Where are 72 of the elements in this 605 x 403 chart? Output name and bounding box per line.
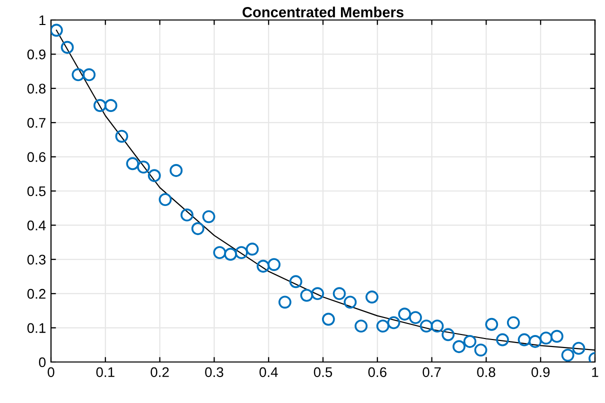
point xyxy=(540,332,552,345)
point xyxy=(268,258,280,271)
x-tick-label: 0.7 xyxy=(422,367,441,378)
point xyxy=(442,328,455,342)
point xyxy=(506,316,520,330)
point xyxy=(72,68,85,82)
x-tick-label: 0.8 xyxy=(477,367,496,378)
point xyxy=(115,130,128,143)
point xyxy=(158,193,172,206)
point xyxy=(256,260,270,273)
point xyxy=(148,169,161,182)
point xyxy=(409,311,422,324)
point xyxy=(496,333,509,346)
point xyxy=(60,40,74,54)
point xyxy=(246,242,259,256)
x-tick-label: 0.6 xyxy=(368,367,386,378)
y-tick-label: 0.5 xyxy=(27,186,46,196)
x-tick-label: 0.9 xyxy=(531,367,550,378)
point xyxy=(572,342,586,355)
point xyxy=(550,330,564,343)
y-tick-label: 0.9 xyxy=(27,50,46,60)
point xyxy=(528,335,542,348)
point xyxy=(202,210,216,224)
point xyxy=(300,288,314,302)
point xyxy=(104,99,118,112)
chart-title: Concentrated Members xyxy=(242,6,404,18)
point xyxy=(485,318,498,331)
point xyxy=(224,248,237,261)
x-tick-label: 0.4 xyxy=(259,367,278,378)
x-tick-label: 0.3 xyxy=(205,367,224,378)
x-tick-label: 1 xyxy=(592,367,598,377)
y-tick-label: 0.1 xyxy=(27,323,46,333)
point xyxy=(126,157,140,170)
point xyxy=(332,287,346,300)
point xyxy=(430,320,444,333)
point xyxy=(278,296,292,309)
point xyxy=(366,290,378,304)
point xyxy=(398,308,412,321)
point xyxy=(387,316,400,330)
point xyxy=(344,296,357,309)
y-tick-label: 0.2 xyxy=(27,288,46,299)
point xyxy=(561,348,574,362)
x-tick-label: 0.5 xyxy=(314,367,332,378)
y-tick-label: 0.3 xyxy=(27,254,46,265)
point xyxy=(137,160,150,174)
point xyxy=(518,333,531,346)
point xyxy=(420,320,433,333)
point xyxy=(322,312,335,326)
point xyxy=(474,344,488,356)
point xyxy=(354,320,368,333)
point xyxy=(289,275,302,288)
point xyxy=(311,287,324,300)
point xyxy=(191,222,204,236)
y-tick-label: 1 xyxy=(39,15,46,26)
point xyxy=(180,208,194,222)
y-tick-label: 0.7 xyxy=(27,118,46,128)
point xyxy=(94,99,106,112)
point xyxy=(82,68,96,82)
point xyxy=(51,24,63,37)
x-tick-label: 0 xyxy=(48,367,54,378)
y-tick-label: 0 xyxy=(38,357,46,368)
x-tick-label: 0.2 xyxy=(150,367,169,378)
x-tick-label: 0.1 xyxy=(96,367,114,378)
y-tick-label: 0.6 xyxy=(27,152,46,162)
y-tick-label: 0.4 xyxy=(27,220,46,230)
point xyxy=(463,335,476,348)
point xyxy=(452,340,466,354)
point xyxy=(213,246,226,260)
point xyxy=(376,320,390,333)
y-tick-label: 0.8 xyxy=(27,84,46,94)
point xyxy=(170,164,183,177)
point xyxy=(234,246,248,260)
